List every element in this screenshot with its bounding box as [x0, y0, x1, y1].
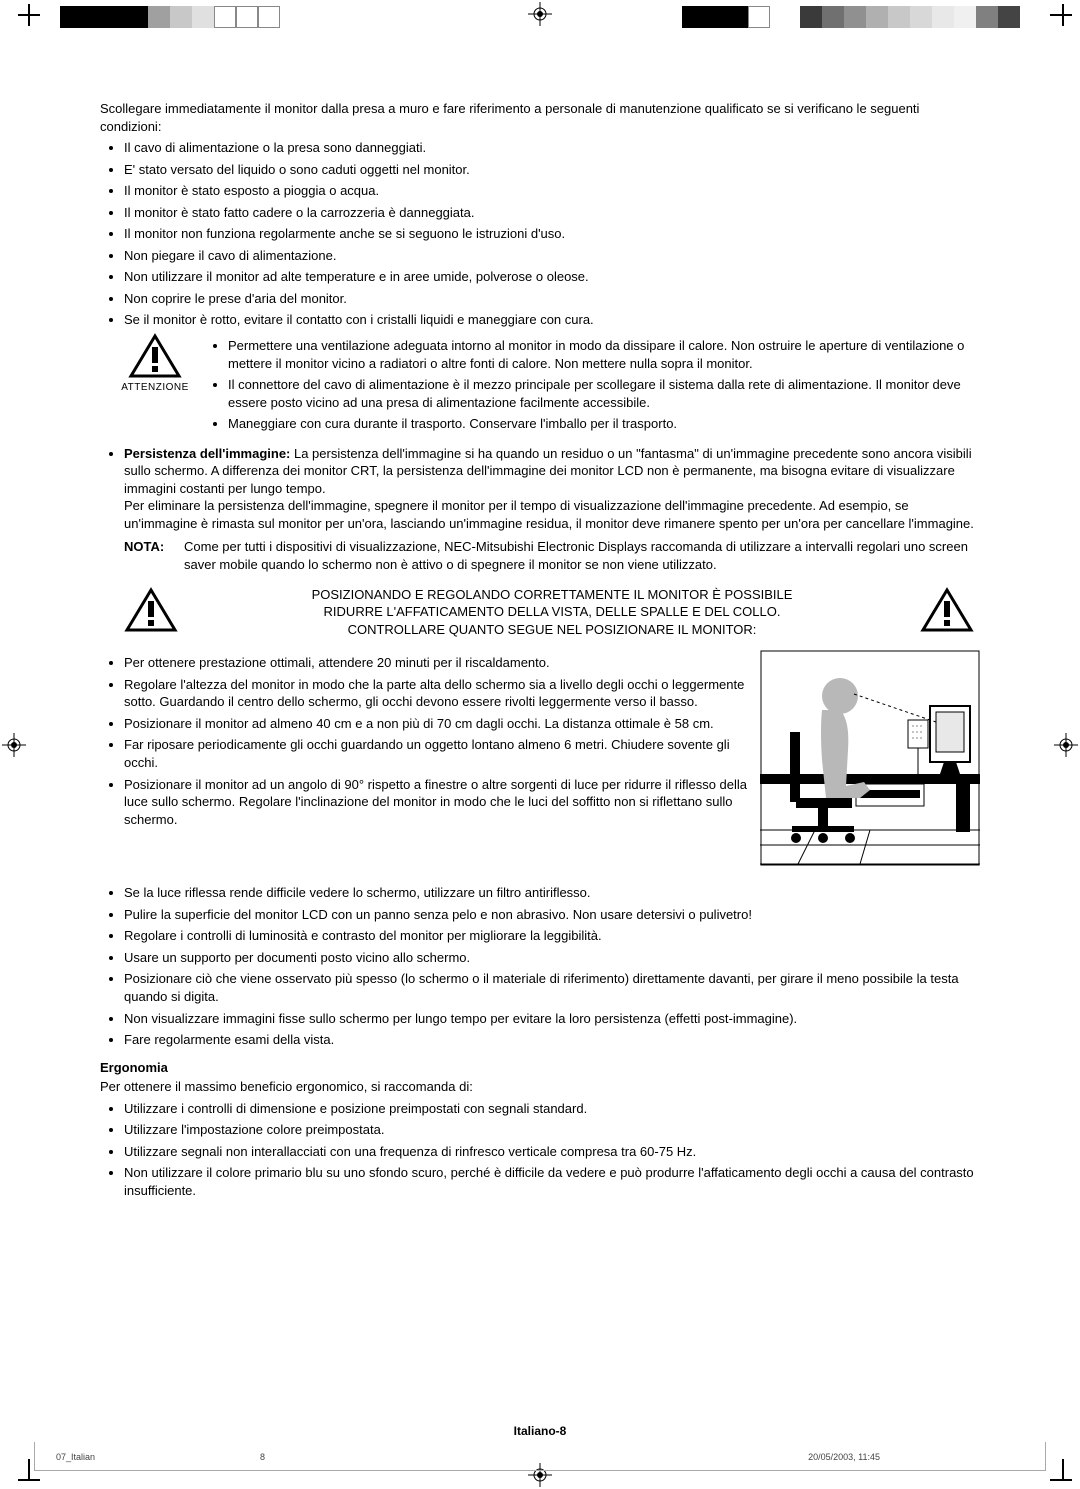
content: Scollegare immediatamente il monitor dal…	[100, 100, 980, 1203]
color-swatch	[910, 6, 932, 28]
list-item: Regolare l'altezza del monitor in modo c…	[124, 676, 748, 711]
list-item: Utilizzare segnali non interallacciati c…	[124, 1143, 980, 1161]
persistenza-text-2: Per eliminare la persistenza dell'immagi…	[124, 498, 974, 531]
color-swatch	[236, 6, 258, 28]
color-swatch	[704, 6, 726, 28]
list-item: Posizionare ciò che viene osservato più …	[124, 970, 980, 1005]
advice-line-1: POSIZIONANDO E REGOLANDO CORRETTAMENTE I…	[264, 586, 840, 604]
nota-block: NOTA: Come per tutti i dispositivi di vi…	[124, 538, 980, 573]
ergonomia-heading: Ergonomia	[100, 1059, 980, 1077]
list-item: Utilizzare l'impostazione colore preimpo…	[124, 1121, 980, 1139]
list-item: Regolare i controlli di luminosità e con…	[124, 927, 980, 945]
list-item: Maneggiare con cura durante il trasporto…	[228, 415, 980, 433]
persistenza-list: Persistenza dell'immagine: La persistenz…	[100, 445, 980, 533]
list-item: Il monitor è stato fatto cadere o la car…	[124, 204, 980, 222]
advice-line-3: CONTROLLARE QUANTO SEGUE NEL POSIZIONARE…	[264, 621, 840, 639]
list-item: Pulire la superficie del monitor LCD con…	[124, 906, 980, 924]
page-footer: Italiano-8	[0, 1423, 1080, 1439]
list-item: Fare regolarmente esami della vista.	[124, 1031, 980, 1049]
bullets-1: Il cavo di alimentazione o la presa sono…	[100, 139, 980, 329]
colorbar-right-2	[800, 6, 1020, 28]
colorbar-right-1	[682, 6, 770, 28]
color-swatch	[258, 6, 280, 28]
registration-mark-icon	[528, 2, 552, 26]
attenzione-bullets: Permettere una ventilazione adeguata int…	[210, 337, 980, 433]
ergonomics-illustration	[760, 650, 980, 880]
color-swatch	[682, 6, 704, 28]
ergonomia-intro: Per ottenere il massimo beneficio ergono…	[100, 1078, 980, 1096]
ergonomia-bullets: Utilizzare i controlli di dimensione e p…	[100, 1100, 980, 1200]
list-item: Permettere una ventilazione adeguata int…	[228, 337, 980, 372]
list-item: Se la luce riflessa rende difficile vede…	[124, 884, 980, 902]
list-item: Il connettore del cavo di alimentazione …	[228, 376, 980, 411]
list-item: Utilizzare i controlli di dimensione e p…	[124, 1100, 980, 1118]
attenzione-block: ATTENZIONE Permettere una ventilazione a…	[100, 333, 980, 437]
color-swatch	[998, 6, 1020, 28]
persistenza-label: Persistenza dell'immagine:	[124, 446, 290, 461]
attenzione-label: ATTENZIONE	[100, 381, 210, 395]
color-swatch	[82, 6, 104, 28]
page: Scollegare immediatamente il monitor dal…	[0, 0, 1080, 1489]
registration-mark-icon	[1054, 733, 1078, 757]
advice-line-2: RIDURRE L'AFFATICAMENTO DELLA VISTA, DEL…	[264, 603, 840, 621]
registration-mark-icon	[2, 733, 26, 757]
color-swatch	[800, 6, 822, 28]
nota-text: Come per tutti i dispositivi di visualiz…	[184, 538, 980, 573]
list-item: Per ottenere prestazione ottimali, atten…	[124, 654, 748, 672]
trim-timestamp: 20/05/2003, 11:45	[808, 1451, 880, 1463]
bullets-2b: Se la luce riflessa rende difficile vede…	[100, 884, 980, 1048]
trim-sheet: 8	[260, 1451, 265, 1463]
color-swatch	[192, 6, 214, 28]
list-item: Posizionare il monitor ad un angolo di 9…	[124, 776, 748, 829]
color-swatch	[60, 6, 82, 28]
list-item: Non visualizzare immagini fisse sullo sc…	[124, 1010, 980, 1028]
color-swatch	[126, 6, 148, 28]
color-swatch	[866, 6, 888, 28]
list-item: Non piegare il cavo di alimentazione.	[124, 247, 980, 265]
color-swatch	[148, 6, 170, 28]
advice-block: POSIZIONANDO E REGOLANDO CORRETTAMENTE I…	[124, 586, 980, 639]
color-swatch	[104, 6, 126, 28]
color-swatch	[822, 6, 844, 28]
list-item: Il cavo di alimentazione o la presa sono…	[124, 139, 980, 157]
list-item: Il monitor non funziona regolarmente anc…	[124, 225, 980, 243]
list-item: Far riposare periodicamente gli occhi gu…	[124, 736, 748, 771]
trim-info-box	[34, 1442, 1046, 1471]
list-item: Non utilizzare il monitor ad alte temper…	[124, 268, 980, 286]
list-item: Posizionare il monitor ad almeno 40 cm e…	[124, 715, 748, 733]
bullets-with-illustration: Per ottenere prestazione ottimali, atten…	[100, 650, 980, 880]
color-swatch	[748, 6, 770, 28]
list-item: Non utilizzare il colore primario blu su…	[124, 1164, 980, 1199]
trim-filename: 07_Italian	[56, 1451, 95, 1463]
warning-icon	[128, 333, 182, 379]
color-swatch	[170, 6, 192, 28]
warning-icon	[920, 587, 974, 633]
list-item: Non coprire le prese d'aria del monitor.	[124, 290, 980, 308]
warning-icon	[124, 587, 178, 633]
color-swatch	[726, 6, 748, 28]
list-item: Il monitor è stato esposto a pioggia o a…	[124, 182, 980, 200]
color-swatch	[954, 6, 976, 28]
color-swatch	[976, 6, 998, 28]
list-item: Se il monitor è rotto, evitare il contat…	[124, 311, 980, 329]
colorbar-left	[60, 6, 280, 28]
nota-label: NOTA:	[124, 538, 184, 573]
persistenza-item: Persistenza dell'immagine: La persistenz…	[124, 445, 980, 533]
color-swatch	[844, 6, 866, 28]
bullets-2a: Per ottenere prestazione ottimali, atten…	[100, 654, 748, 832]
color-swatch	[932, 6, 954, 28]
intro-paragraph: Scollegare immediatamente il monitor dal…	[100, 100, 980, 135]
list-item: E' stato versato del liquido o sono cadu…	[124, 161, 980, 179]
color-swatch	[214, 6, 236, 28]
list-item: Usare un supporto per documenti posto vi…	[124, 949, 980, 967]
color-swatch	[888, 6, 910, 28]
